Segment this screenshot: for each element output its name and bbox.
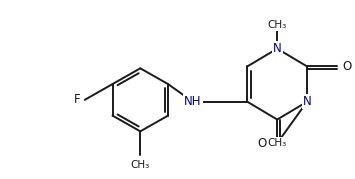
Text: CH₃: CH₃ bbox=[131, 160, 150, 170]
Text: CH₃: CH₃ bbox=[268, 20, 287, 30]
Text: O: O bbox=[342, 60, 351, 73]
Text: F: F bbox=[73, 93, 80, 106]
Text: O: O bbox=[258, 137, 267, 150]
Text: N: N bbox=[302, 95, 311, 108]
Text: NH: NH bbox=[184, 95, 202, 108]
Text: N: N bbox=[273, 42, 282, 55]
Text: CH₃: CH₃ bbox=[268, 138, 287, 148]
